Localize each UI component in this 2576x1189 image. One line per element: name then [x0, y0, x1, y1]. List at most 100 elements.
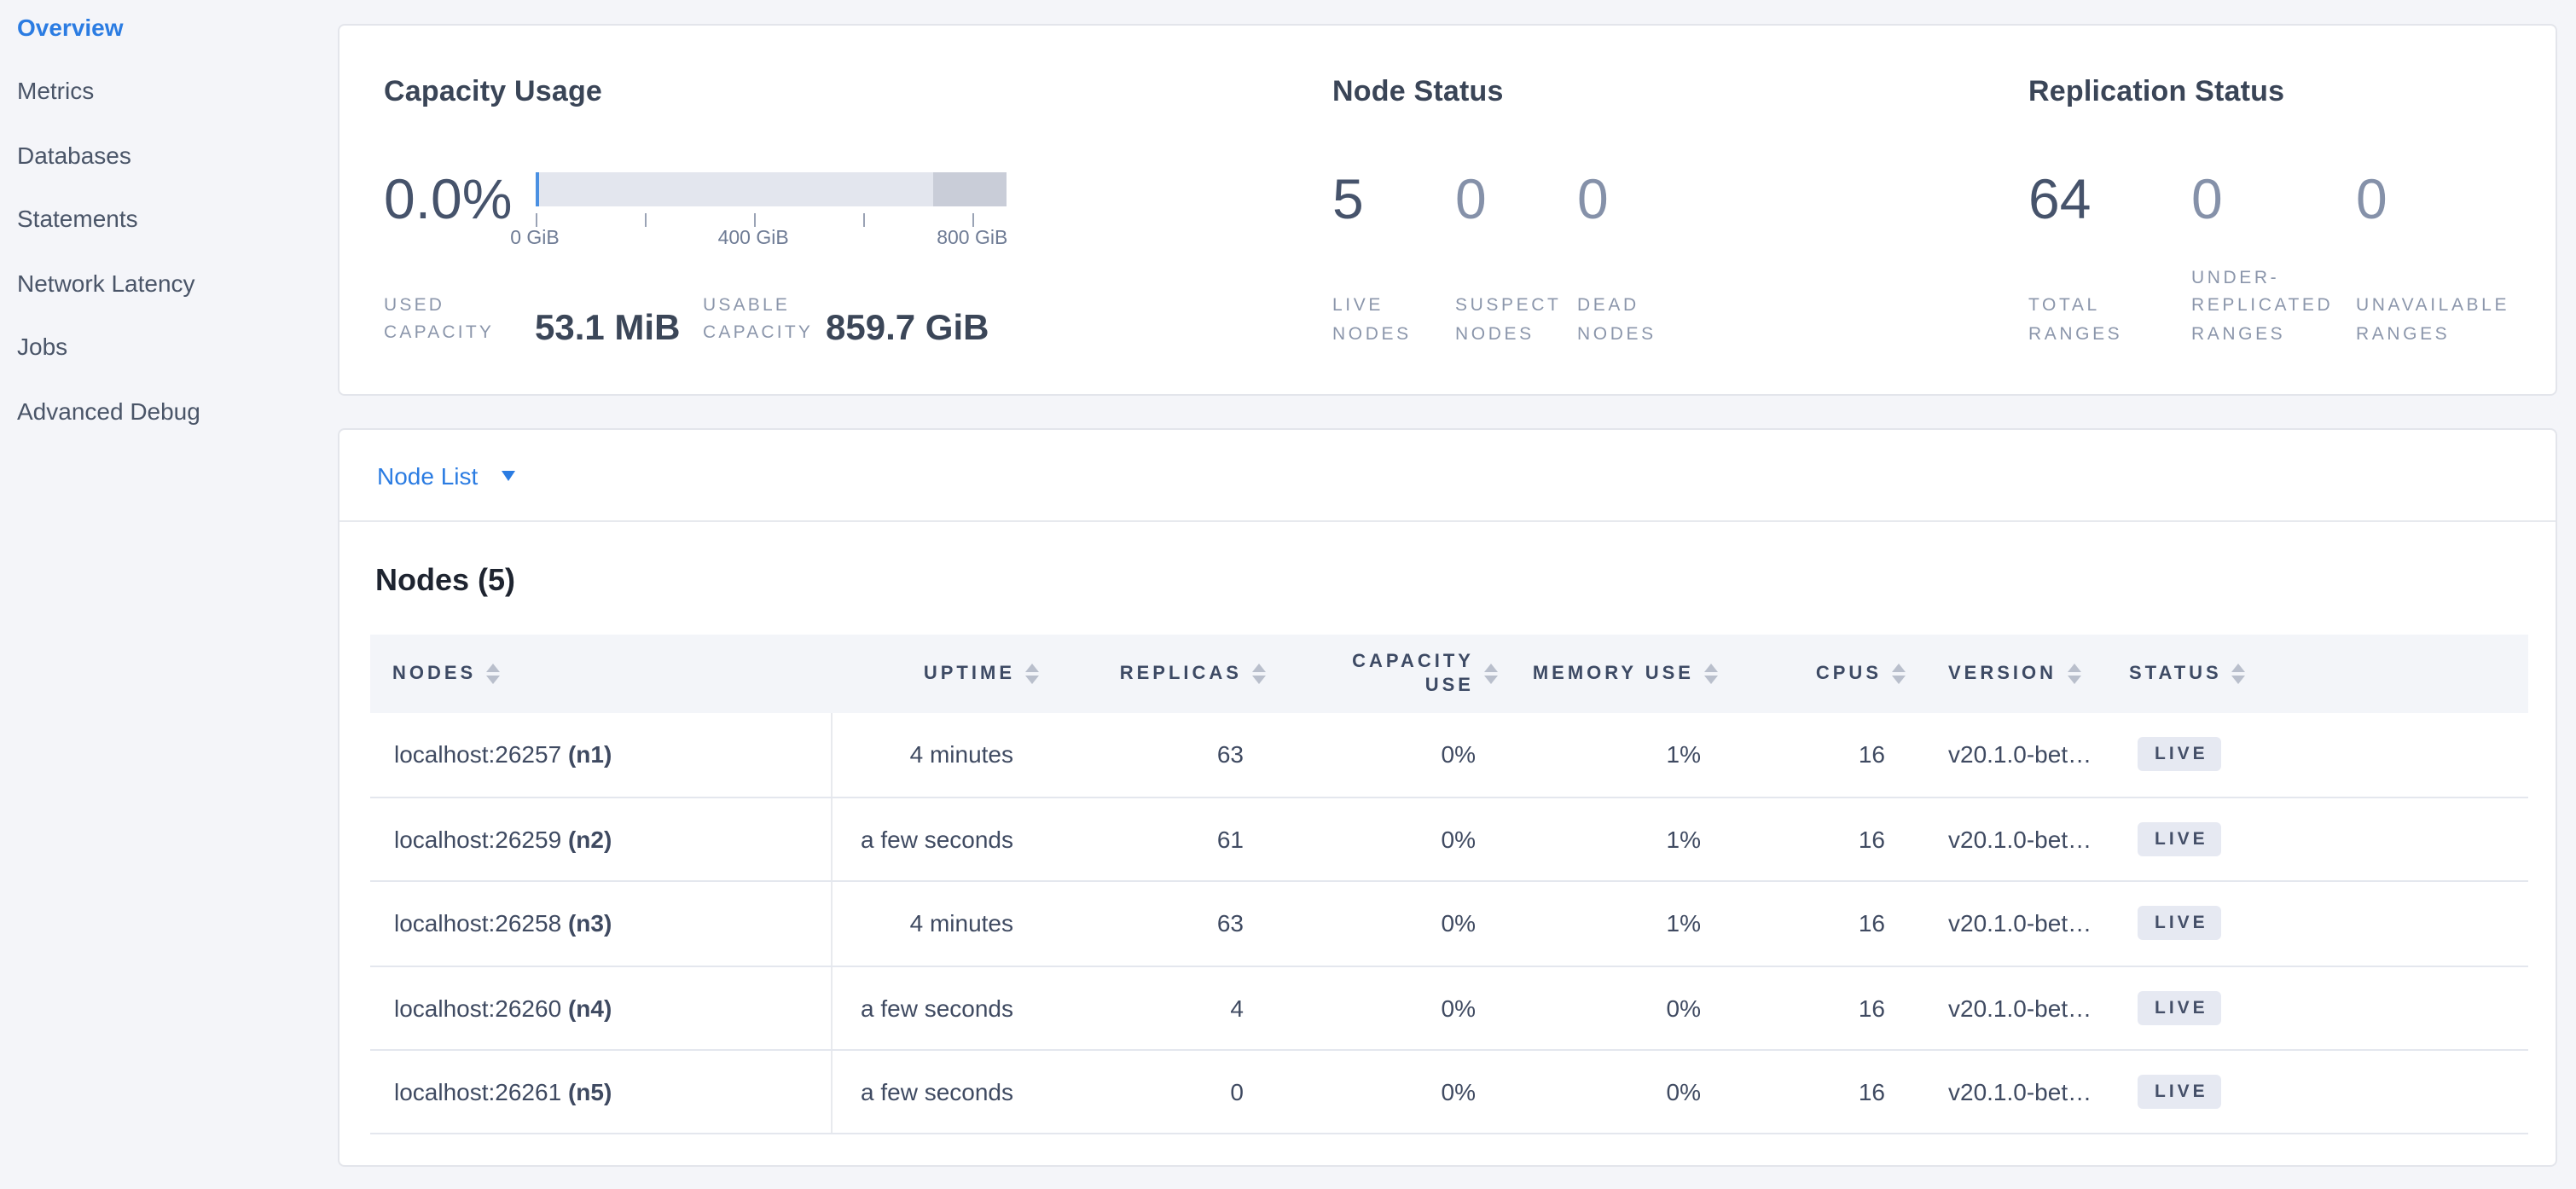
capacity-use-cell: 0% — [1271, 797, 1503, 883]
version-cell: v20.1.0-bet… — [1911, 797, 2093, 883]
sidebar-item-overview[interactable]: Overview — [17, 13, 124, 41]
memory-use-cell: 1% — [1503, 797, 1723, 883]
node-address-cell[interactable]: localhost:26259 (n2) — [370, 797, 833, 883]
sort-arrows-icon — [1252, 663, 1266, 685]
node-address-cell[interactable]: localhost:26261 (n5) — [370, 1050, 833, 1135]
axis-tick-label: 400 GiB — [717, 229, 789, 249]
column-header-uptime[interactable]: UPTIME — [832, 635, 1044, 713]
axis-tick-label: 0 GiB — [510, 229, 560, 249]
sidebar-item-databases[interactable]: Databases — [17, 141, 131, 169]
capacity-bar-axis: 0 GiB 400 GiB 800 GiB — [510, 206, 1007, 251]
sort-arrows-icon — [2231, 663, 2246, 685]
status-cell: LIVE — [2093, 881, 2528, 967]
column-header-version[interactable]: VERSION — [1911, 635, 2093, 713]
table-row[interactable]: localhost:26258 (n3) 4 minutes 63 0% 1% … — [370, 881, 2528, 967]
column-header-nodes[interactable]: NODES — [370, 635, 832, 713]
memory-use-cell: 0% — [1503, 1050, 1723, 1135]
axis-tick — [535, 213, 537, 227]
table-row[interactable]: localhost:26259 (n2) a few seconds 61 0%… — [370, 797, 2528, 883]
sort-arrows-icon — [2067, 663, 2081, 685]
capacity-used-percent: 0.0% — [384, 167, 513, 230]
column-header-status[interactable]: STATUS — [2093, 635, 2528, 713]
sort-arrows-icon — [1484, 663, 1498, 685]
nodes-table-body: localhost:26257 (n1) 4 minutes 63 0% 1% … — [370, 713, 2528, 1135]
cpus-cell: 16 — [1723, 881, 1911, 967]
status-cell: LIVE — [2093, 966, 2528, 1052]
cpus-cell: 16 — [1723, 1050, 1911, 1135]
column-header-replicas[interactable]: REPLICAS — [1044, 635, 1271, 713]
node-address-cell[interactable]: localhost:26260 (n4) — [370, 966, 833, 1052]
sidebar-item-advanced-debug[interactable]: Advanced Debug — [17, 397, 200, 425]
status-badge: LIVE — [2138, 737, 2222, 772]
sidebar-item-jobs[interactable]: Jobs — [17, 333, 68, 361]
status-badge: LIVE — [2138, 1075, 2222, 1110]
node-address-cell[interactable]: localhost:26257 (n1) — [370, 713, 833, 798]
version-cell: v20.1.0-bet… — [1911, 881, 2093, 967]
cpus-cell: 16 — [1723, 966, 1911, 1052]
status-cell: LIVE — [2093, 797, 2528, 883]
status-badge: LIVE — [2138, 990, 2222, 1025]
under-replicated-ranges-label: UNDER- REPLICATED RANGES — [2191, 267, 2334, 344]
usable-capacity-label: USABLE CAPACITY — [703, 295, 814, 343]
used-capacity-label: USED CAPACITY — [384, 295, 495, 343]
version-cell: v20.1.0-bet… — [1911, 966, 2093, 1052]
table-row[interactable]: localhost:26261 (n5) a few seconds 0 0% … — [370, 1050, 2528, 1135]
axis-tick — [972, 213, 975, 227]
capacity-usage-title: Capacity Usage — [384, 75, 603, 107]
replication-status-section: Replication Status 64 0 0 TOTAL RANGES U… — [2028, 26, 2540, 394]
nodes-table-header-row: NODES UPTIME REPLICAS CAPACITY USE MEMOR… — [370, 635, 2528, 713]
memory-use-cell: 0% — [1503, 966, 1723, 1052]
sidebar-item-statements[interactable]: Statements — [17, 205, 138, 233]
column-header-cpus[interactable]: CPUS — [1723, 635, 1911, 713]
sidebar-item-network-latency[interactable]: Network Latency — [17, 269, 195, 297]
sort-arrows-icon — [486, 663, 501, 685]
usable-capacity-value: 859.7 GiB — [826, 309, 989, 348]
used-capacity-value: 53.1 MiB — [535, 309, 681, 348]
column-header-version-label: VERSION — [1948, 664, 2057, 684]
axis-tick — [753, 213, 757, 227]
capacity-bar-used-segment — [535, 172, 538, 206]
memory-use-cell: 1% — [1503, 713, 1723, 798]
total-ranges-label: TOTAL RANGES — [2028, 295, 2123, 344]
status-badge: LIVE — [2138, 906, 2222, 941]
cluster-summary-card: Capacity Usage 0.0% 0 GiB 400 GiB 800 GiB … — [338, 24, 2557, 396]
node-status-section: Node Status 5 0 0 LIVE NODES SUSPECT NOD… — [1332, 26, 1998, 394]
capacity-bar — [535, 172, 1006, 206]
cpus-cell: 16 — [1723, 797, 1911, 883]
replicas-cell: 0 — [1044, 1050, 1271, 1135]
dead-nodes-count: 0 — [1577, 167, 1609, 230]
capacity-use-cell: 0% — [1271, 881, 1503, 967]
under-replicated-ranges-count: 0 — [2191, 167, 2223, 230]
column-header-replicas-label: REPLICAS — [1119, 664, 1242, 684]
node-list-dropdown-label: Node List — [377, 461, 479, 489]
sidebar-item-metrics[interactable]: Metrics — [17, 77, 95, 105]
column-header-memory-use[interactable]: MEMORY USE — [1503, 635, 1723, 713]
suspect-nodes-label: SUSPECT NODES — [1455, 295, 1562, 344]
live-nodes-label: LIVE NODES — [1332, 295, 1412, 344]
column-header-capacity-use[interactable]: CAPACITY USE — [1271, 635, 1503, 713]
nodes-table: NODES UPTIME REPLICAS CAPACITY USE MEMOR… — [370, 635, 2528, 1135]
node-address-cell[interactable]: localhost:26258 (n3) — [370, 881, 833, 967]
version-cell: v20.1.0-bet… — [1911, 713, 2093, 798]
node-list-dropdown[interactable]: Node List — [339, 430, 2556, 522]
uptime-cell: a few seconds — [832, 797, 1044, 883]
replicas-cell: 61 — [1044, 797, 1271, 883]
sidebar: Overview Metrics Databases Statements Ne… — [0, 0, 334, 443]
uptime-cell: 4 minutes — [832, 881, 1044, 967]
axis-tick — [862, 213, 866, 227]
uptime-cell: a few seconds — [832, 1050, 1044, 1135]
cpus-cell: 16 — [1723, 713, 1911, 798]
status-badge: LIVE — [2138, 822, 2222, 857]
table-row[interactable]: localhost:26260 (n4) a few seconds 4 0% … — [370, 966, 2528, 1052]
status-cell: LIVE — [2093, 713, 2528, 798]
replicas-cell: 63 — [1044, 881, 1271, 967]
capacity-stats: USED CAPACITY 53.1 MiB USABLE CAPACITY 8… — [384, 292, 989, 348]
column-header-cpus-label: CPUS — [1815, 664, 1882, 684]
version-cell: v20.1.0-bet… — [1911, 1050, 2093, 1135]
sort-arrows-icon — [1704, 663, 1718, 685]
dead-nodes-label: DEAD NODES — [1577, 295, 1656, 344]
suspect-nodes-count: 0 — [1455, 167, 1487, 230]
node-status-title: Node Status — [1332, 75, 1504, 107]
table-row[interactable]: localhost:26257 (n1) 4 minutes 63 0% 1% … — [370, 713, 2528, 798]
